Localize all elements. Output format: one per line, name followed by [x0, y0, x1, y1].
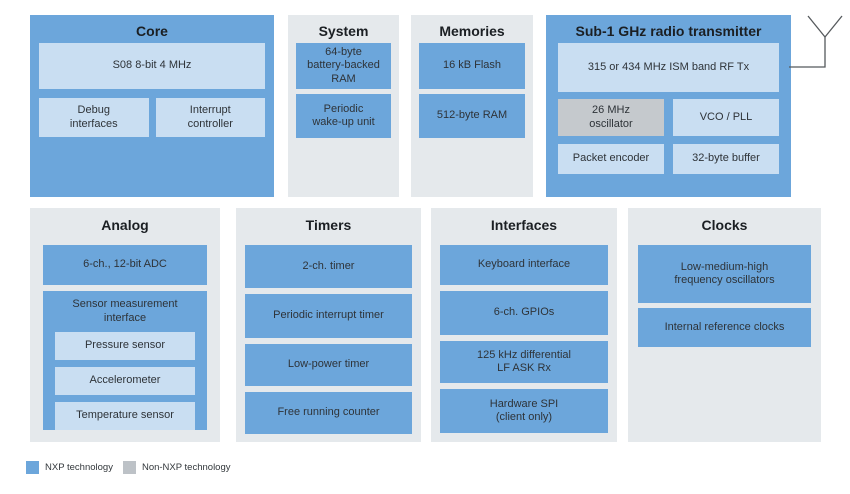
legend-item-nxp: NXP technology [26, 461, 113, 474]
memories-ram-box: 512-byte RAM [419, 94, 525, 138]
analog-temperature-box: Temperature sensor [55, 401, 195, 430]
panel-analog: Analog 6-ch., 12-bit ADC Sensor measurem… [30, 208, 220, 442]
panel-system-title: System [318, 23, 369, 39]
panel-radio-title: Sub-1 GHz radio transmitter [575, 23, 762, 39]
panel-clocks-title: Clocks [701, 217, 748, 233]
analog-sensor-interface-box: Sensor measurement interface Pressure se… [43, 291, 207, 430]
legend-item-nonnxp: Non-NXP technology [122, 461, 231, 474]
system-wakeup-box: Periodic wake-up unit [296, 94, 391, 138]
clocks-refclocks-box: Internal reference clocks [638, 308, 811, 347]
interfaces-keyboard-box: Keyboard interface [440, 245, 608, 285]
timers-2ch-box: 2-ch. timer [245, 245, 412, 288]
legend: NXP technology Non-NXP technology [26, 461, 231, 474]
legend-nxp-swatch [26, 461, 39, 474]
panel-memories-title: Memories [439, 23, 505, 39]
panel-memories: Memories 16 kB Flash 512-byte RAM [411, 15, 533, 197]
timers-lowpower-box: Low-power timer [245, 344, 412, 386]
interfaces-gpio-box: 6-ch. GPIOs [440, 291, 608, 335]
system-bbram-box: 64-byte battery-backed RAM [296, 43, 391, 89]
analog-accelerometer-box: Accelerometer [55, 366, 195, 395]
panel-system: System 64-byte battery-backed RAM Period… [288, 15, 399, 197]
panel-timers: Timers 2-ch. timer Periodic interrupt ti… [236, 208, 421, 442]
panel-core-title: Core [136, 23, 168, 39]
radio-encoder-box: Packet encoder [558, 144, 664, 174]
panel-timers-title: Timers [305, 217, 352, 233]
radio-vco-box: VCO / PLL [673, 99, 779, 136]
antenna-icon [789, 15, 843, 68]
legend-nonnxp-label: Non-NXP technology [141, 462, 231, 473]
panel-clocks: Clocks Low-medium-high frequency oscilla… [628, 208, 821, 442]
interfaces-spi-box: Hardware SPI (client only) [440, 389, 608, 433]
timers-pit-box: Periodic interrupt timer [245, 294, 412, 338]
timers-frc-box: Free running counter [245, 392, 412, 434]
panel-interfaces: Interfaces Keyboard interface 6-ch. GPIO… [431, 208, 617, 442]
core-cpu-box: S08 8-bit 4 MHz [39, 43, 265, 89]
radio-rftx-box: 315 or 434 MHz ISM band RF Tx [558, 43, 779, 92]
panel-analog-title: Analog [101, 217, 149, 233]
clocks-oscillators-box: Low-medium-high frequency oscillators [638, 245, 811, 303]
panel-core: Core S08 8-bit 4 MHz Debug interfaces In… [30, 15, 274, 197]
panel-interfaces-title: Interfaces [490, 217, 558, 233]
core-debug-box: Debug interfaces [39, 98, 149, 137]
radio-oscillator-box: 26 MHz oscillator [558, 99, 664, 136]
radio-buffer-box: 32-byte buffer [673, 144, 779, 174]
core-interrupt-box: Interrupt controller [155, 98, 265, 137]
analog-adc-box: 6-ch., 12-bit ADC [43, 245, 207, 285]
memories-flash-box: 16 kB Flash [419, 43, 525, 89]
panel-radio: Sub-1 GHz radio transmitter 315 or 434 M… [546, 15, 791, 197]
legend-nxp-label: NXP technology [45, 462, 113, 473]
interfaces-lfask-box: 125 kHz differential LF ASK Rx [440, 341, 608, 383]
analog-pressure-box: Pressure sensor [55, 331, 195, 360]
analog-sensor-interface-label: Sensor measurement interface [72, 298, 178, 324]
legend-nonnxp-swatch [122, 461, 136, 474]
